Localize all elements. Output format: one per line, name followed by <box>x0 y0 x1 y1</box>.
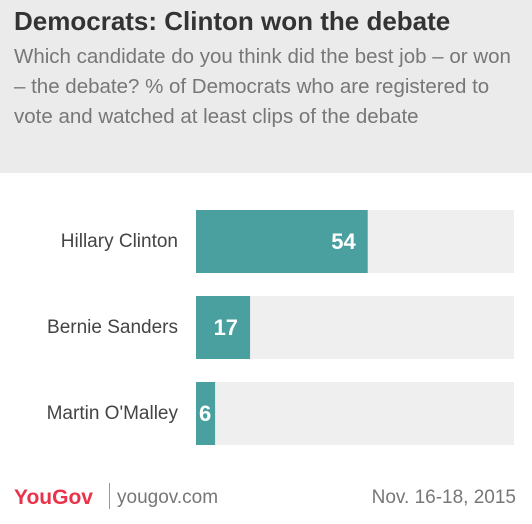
bar-chart: Hillary Clinton 54 Bernie Sanders 17 Martin … <box>47 210 514 445</box>
bar <box>196 210 368 273</box>
bar <box>196 296 251 359</box>
chart-title: Democrats: Clinton won the debate <box>14 6 451 36</box>
chart-header: Democrats: Clinton won the debate Which … <box>0 0 532 173</box>
footer-date: Nov. 16-18, 2015 <box>371 487 516 508</box>
category-label: Martin O'Malley <box>47 403 179 424</box>
yougov-logo: YouGov <box>14 486 93 509</box>
bar <box>196 382 216 445</box>
footer-divider <box>109 483 110 509</box>
footer-website[interactable]: yougov.com <box>117 487 219 508</box>
bar-track <box>196 382 514 445</box>
data-label: 54 <box>331 229 356 254</box>
data-label: 6 <box>199 401 211 426</box>
data-label: 17 <box>214 315 238 340</box>
category-label: Bernie Sanders <box>47 317 178 338</box>
chart-subtitle: Which candidate do you think did the bes… <box>14 45 511 128</box>
category-label: Hillary Clinton <box>61 231 178 252</box>
